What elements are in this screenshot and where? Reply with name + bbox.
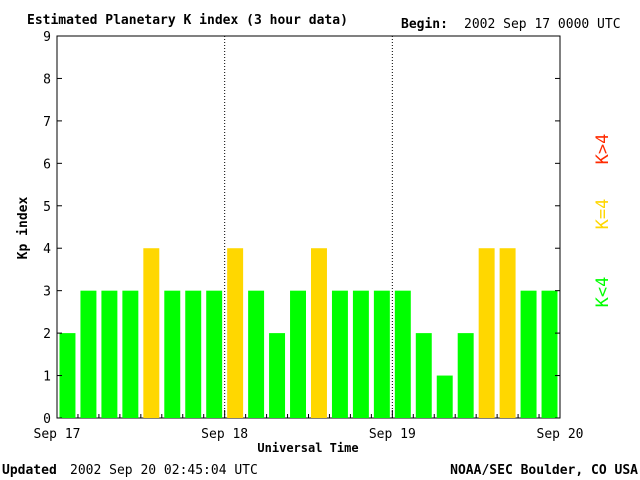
y-tick-label: 6 — [43, 157, 51, 172]
legend-below: K<4 — [593, 277, 613, 308]
kp-bar — [290, 290, 306, 418]
y-axis-title: Kp index — [16, 197, 31, 260]
x-tick-label: Sep 19 — [369, 427, 416, 442]
y-tick-label: 7 — [43, 115, 51, 130]
begin-value: 2002 Sep 17 0000 UTC — [464, 17, 621, 32]
chart-title: Estimated Planetary K index (3 hour data… — [27, 13, 348, 28]
x-axis-title: Universal Time — [257, 441, 358, 455]
kp-bar — [394, 290, 411, 418]
legend-equal: K=4 — [593, 199, 613, 230]
kp-bar — [122, 290, 139, 418]
kp-bar — [101, 290, 118, 418]
kp-bar — [248, 290, 265, 418]
source-credit: NOAA/SEC Boulder, CO USA — [450, 463, 638, 478]
kp-bar — [373, 290, 390, 418]
kp-bar — [59, 333, 76, 418]
x-tick-label: Sep 20 — [537, 427, 584, 442]
y-tick-label: 4 — [43, 242, 51, 257]
y-tick-label: 9 — [43, 30, 51, 45]
y-tick-label: 3 — [43, 285, 51, 300]
kp-bar — [520, 290, 537, 418]
updated-label: Updated — [2, 463, 57, 478]
kp-bar — [164, 290, 181, 418]
kp-bar — [311, 248, 327, 418]
legend-above: K>4 — [593, 134, 613, 165]
kp-bar — [185, 290, 202, 418]
y-tick-label: 1 — [43, 370, 51, 385]
updated-value: 2002 Sep 20 02:45:04 UTC — [70, 463, 258, 478]
y-tick-label: 2 — [43, 327, 51, 342]
kp-bar — [352, 290, 369, 418]
kp-bar — [478, 248, 495, 418]
kp-bar — [541, 290, 558, 418]
begin-label: Begin: — [401, 17, 448, 32]
x-tick-label: Sep 18 — [201, 427, 248, 442]
kp-bar — [269, 333, 286, 418]
y-tick-label: 0 — [43, 412, 51, 427]
y-tick-label: 5 — [43, 200, 51, 215]
kp-bar — [499, 248, 516, 418]
kp-bar — [80, 290, 97, 418]
kp-bar — [436, 375, 453, 418]
kp-bar — [206, 290, 223, 418]
kp-bar — [143, 248, 160, 418]
x-tick-label: Sep 17 — [34, 427, 81, 442]
plot-area: 0 1 2 3 4 5 6 7 8 9 Sep 17 Sep 18 Sep 19 Sep 20 — [34, 30, 584, 442]
kp-bar — [331, 290, 348, 418]
kp-bar — [415, 333, 432, 418]
kp-bar — [457, 333, 474, 418]
kp-bar — [227, 248, 244, 418]
y-tick-label: 8 — [43, 72, 51, 87]
